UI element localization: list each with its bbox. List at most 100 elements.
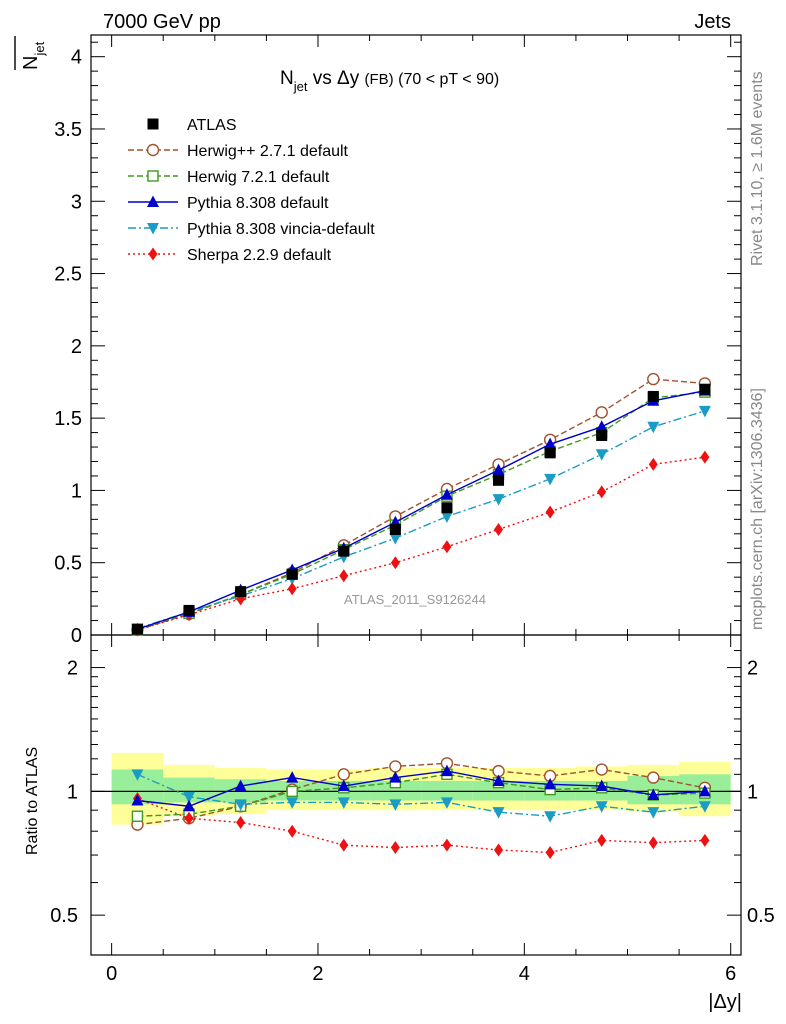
legend-marker [147,170,159,182]
legend-label: Pythia 8.308 vincia-default [187,221,375,238]
ratio-tick-label-right: 2 [747,658,758,680]
legend-entry: Sherpa 2.2.9 default [128,247,332,264]
data-point [544,473,557,486]
data-point [647,372,660,386]
ratio-point [389,771,402,783]
legend-entry: Pythia 8.308 vincia-default [128,221,375,238]
ratio-line [137,773,705,817]
legend-label: Pythia 8.308 default [187,195,329,212]
data-point [390,556,400,570]
y-tick-label: 3.5 [54,119,82,141]
data-point [595,449,608,461]
ratio-point [337,779,350,792]
y-tick-label: 1 [71,480,82,502]
ratio-point [492,807,505,819]
data-point [595,406,608,419]
data-series [131,372,712,860]
data-point [338,545,350,557]
data-point [597,485,607,499]
ratio-point [286,785,298,798]
ratio-point [286,771,299,783]
data-point [699,383,711,395]
legend: ATLAS Herwig++ 2.7.1 default Herwig 7.2.1 … [128,117,375,264]
data-point [339,569,349,583]
y-tick-label: 2 [71,336,82,358]
ratio-point [183,791,196,804]
ratio-point [494,843,504,857]
data-point [183,604,195,616]
ratio-point [390,841,400,855]
chart-title: Njet vs Δy (FB) (70 < pT < 90) [280,68,499,94]
legend-marker [148,247,158,261]
ratio-line [137,797,705,854]
ratio-point [339,838,349,852]
y-tick-label: 4 [71,47,82,69]
ratio-point [595,763,608,776]
legend-marker [147,118,159,130]
legend-entry: ATLAS [147,117,237,134]
y-tick-label: 0 [71,625,82,647]
axis-ticks [91,35,741,956]
data-point [440,511,453,523]
data-point [441,502,453,514]
plot-frames [90,34,742,956]
ratio-tick-label-right: 1 [747,781,758,803]
header-left-label: 7000 GeV pp [103,11,221,33]
band-inner-7 [472,780,525,801]
band-inner-5 [369,780,422,801]
ratio-point [698,801,711,813]
ratio-point [131,794,144,806]
data-point [286,568,298,580]
data-point [389,533,402,545]
ratio-point [234,799,247,811]
data-point [494,522,504,536]
band-inner-6 [421,780,473,801]
data-point [544,437,557,450]
ratio-point [131,810,144,822]
x-tick-label: 0 [106,963,117,985]
ratio-point [648,836,658,850]
ratio-point [544,777,557,790]
series-line [137,391,705,631]
ratio-uncertainty-bands [111,752,731,825]
data-point [647,390,659,402]
ratio-point [544,811,557,823]
analysis-watermark: ATLAS_2011_S9126244 [344,592,486,607]
svg-text:Njet: Njet [20,41,47,70]
ratio-point [389,760,402,773]
series-atlas [131,383,711,635]
series-line [137,389,706,630]
ratio-line [137,770,705,807]
legend-entry: Herwig++ 2.7.1 default [128,143,349,160]
ratio-point [184,811,194,825]
data-point [595,420,608,432]
ratio-point [700,833,710,847]
ratio-line [137,773,705,817]
y-tick-label: 0.5 [54,553,82,575]
data-point [389,523,401,535]
data-point [235,586,247,598]
ratio-point [595,779,608,792]
ratio-point [389,799,402,811]
series-pythia-8-308-vincia-default [131,405,711,823]
ratio-point [183,799,196,812]
ratio-point [234,779,247,792]
ratio-point [597,833,607,847]
data-point [544,447,556,459]
data-point [131,623,143,635]
ratio-point [440,797,453,809]
y-axis-title: Njet [14,36,47,70]
ratio-point [492,774,505,786]
y-tick-label: 2.5 [54,264,82,286]
y-tick-label: 3 [71,191,82,213]
x-tick-label: 2 [312,963,323,985]
data-point [648,457,658,471]
data-point [287,582,297,596]
ratio-y-axis-title: Ratio to ATLAS [24,747,41,855]
data-point [492,494,505,506]
data-point [442,540,452,554]
ratio-point [545,846,555,860]
legend-entry: Pythia 8.308 default [128,195,329,212]
ratio-point [131,769,144,781]
